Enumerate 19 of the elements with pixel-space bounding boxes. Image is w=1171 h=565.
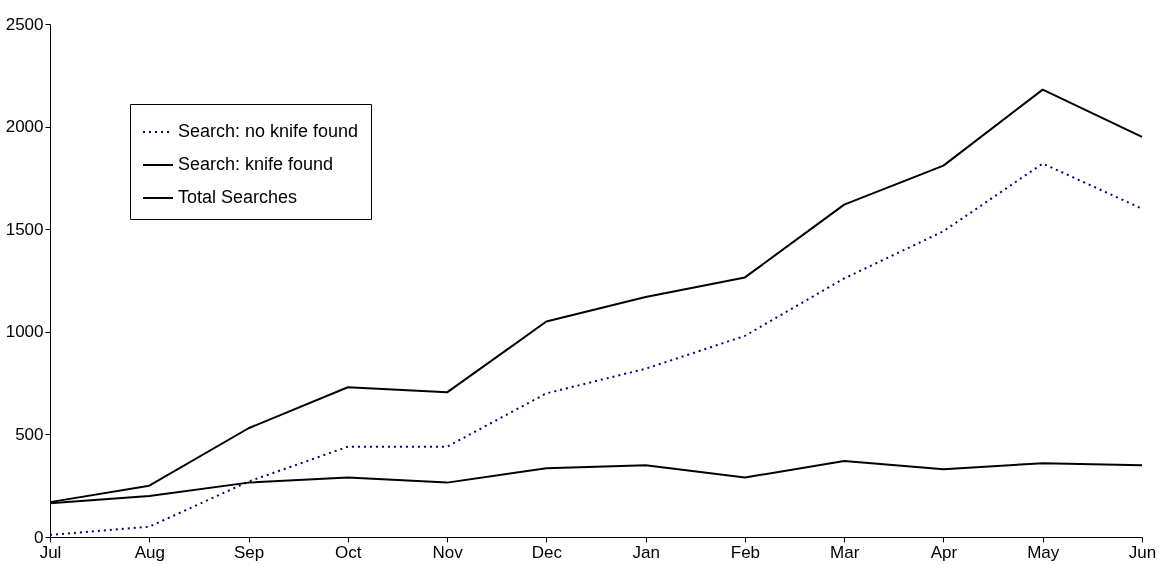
y-tick-label: 500 bbox=[15, 424, 44, 444]
x-tick-label: Aug bbox=[134, 542, 165, 562]
y-tick-label: 2500 bbox=[5, 14, 44, 34]
x-tick-label: Oct bbox=[335, 542, 362, 562]
x-tick-label: Apr bbox=[930, 542, 958, 562]
x-tick-label: Mar bbox=[830, 542, 860, 562]
y-tick-label: 2000 bbox=[5, 117, 44, 137]
x-tick-label: May bbox=[1027, 542, 1060, 562]
x-tick-label: Jan bbox=[632, 542, 660, 562]
y-tick-label: 1000 bbox=[5, 322, 44, 342]
legend-label: Total Searches bbox=[178, 187, 298, 207]
y-tick-label: 1500 bbox=[5, 219, 44, 239]
x-tick-label: Nov bbox=[432, 542, 464, 562]
x-tick-label: Feb bbox=[730, 542, 761, 562]
x-tick-label: Dec bbox=[531, 542, 563, 562]
legend-label: Search: no knife found bbox=[178, 121, 359, 141]
x-tick-label: Jun bbox=[1128, 542, 1157, 562]
x-tick-label: Sep bbox=[233, 542, 265, 562]
legend-label: Search: knife found bbox=[178, 154, 334, 174]
